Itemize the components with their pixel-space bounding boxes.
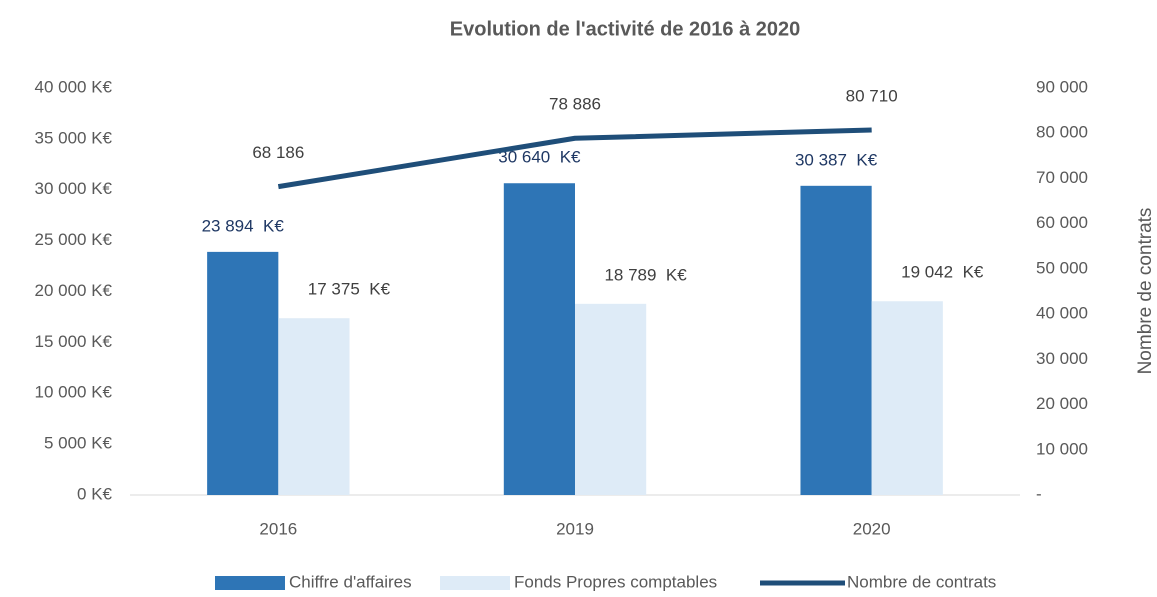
y2-tick-label: 10 000: [1036, 439, 1088, 458]
y2-axis-label: Nombre de contrats: [1135, 208, 1156, 375]
legend-label: Chiffre d'affaires: [289, 572, 412, 591]
bar: [278, 318, 350, 495]
data-label: 23 894 K€: [202, 216, 285, 235]
y2-tick-label: 40 000: [1036, 304, 1088, 323]
bar: [207, 251, 279, 495]
x-tick-label: 2016: [259, 519, 297, 538]
y2-tick-label: 80 000: [1036, 123, 1088, 142]
data-label: 18 789 K€: [604, 265, 687, 284]
data-label: 19 042 K€: [901, 263, 984, 282]
bar: [503, 183, 575, 495]
y-tick-label: 10 000 K€: [34, 383, 112, 402]
bar: [575, 303, 647, 495]
line-series: [277, 127, 872, 190]
y-tick-label: 5 000 K€: [44, 434, 113, 453]
y2-tick-label: 50 000: [1036, 258, 1088, 277]
legend-label: Nombre de contrats: [847, 572, 996, 591]
legend-label: Fonds Propres comptables: [514, 572, 717, 591]
bar: [800, 185, 872, 496]
y2-tick-label: -: [1036, 484, 1042, 503]
y-tick-label: 0 K€: [77, 484, 113, 503]
legend-swatch: [440, 576, 510, 590]
y-tick-label: 15 000 K€: [34, 332, 112, 351]
x-tick-label: 2020: [853, 519, 891, 538]
y2-tick-label: 90 000: [1036, 77, 1088, 96]
data-label: 68 186: [252, 143, 304, 162]
y2-tick-label: 20 000: [1036, 394, 1088, 413]
y-tick-label: 30 000 K€: [34, 179, 112, 198]
y-tick-label: 35 000 K€: [34, 128, 112, 147]
y2-tick-label: 70 000: [1036, 168, 1088, 187]
y2-tick-label: 60 000: [1036, 213, 1088, 232]
y-tick-label: 20 000 K€: [34, 281, 112, 300]
y-tick-label: 25 000 K€: [34, 230, 112, 249]
y2-tick-label: 30 000: [1036, 349, 1088, 368]
data-label: 30 640 K€: [498, 148, 581, 167]
legend-swatch: [215, 576, 285, 590]
data-label: 17 375 K€: [308, 280, 391, 299]
bar: [871, 301, 943, 495]
chart-title: Evolution de l'activité de 2016 à 2020: [450, 18, 800, 40]
data-label: 30 387 K€: [795, 150, 878, 169]
y-tick-label: 40 000 K€: [34, 77, 112, 96]
data-label: 78 886: [549, 95, 601, 114]
x-tick-label: 2019: [556, 519, 594, 538]
data-label: 80 710: [846, 86, 898, 105]
